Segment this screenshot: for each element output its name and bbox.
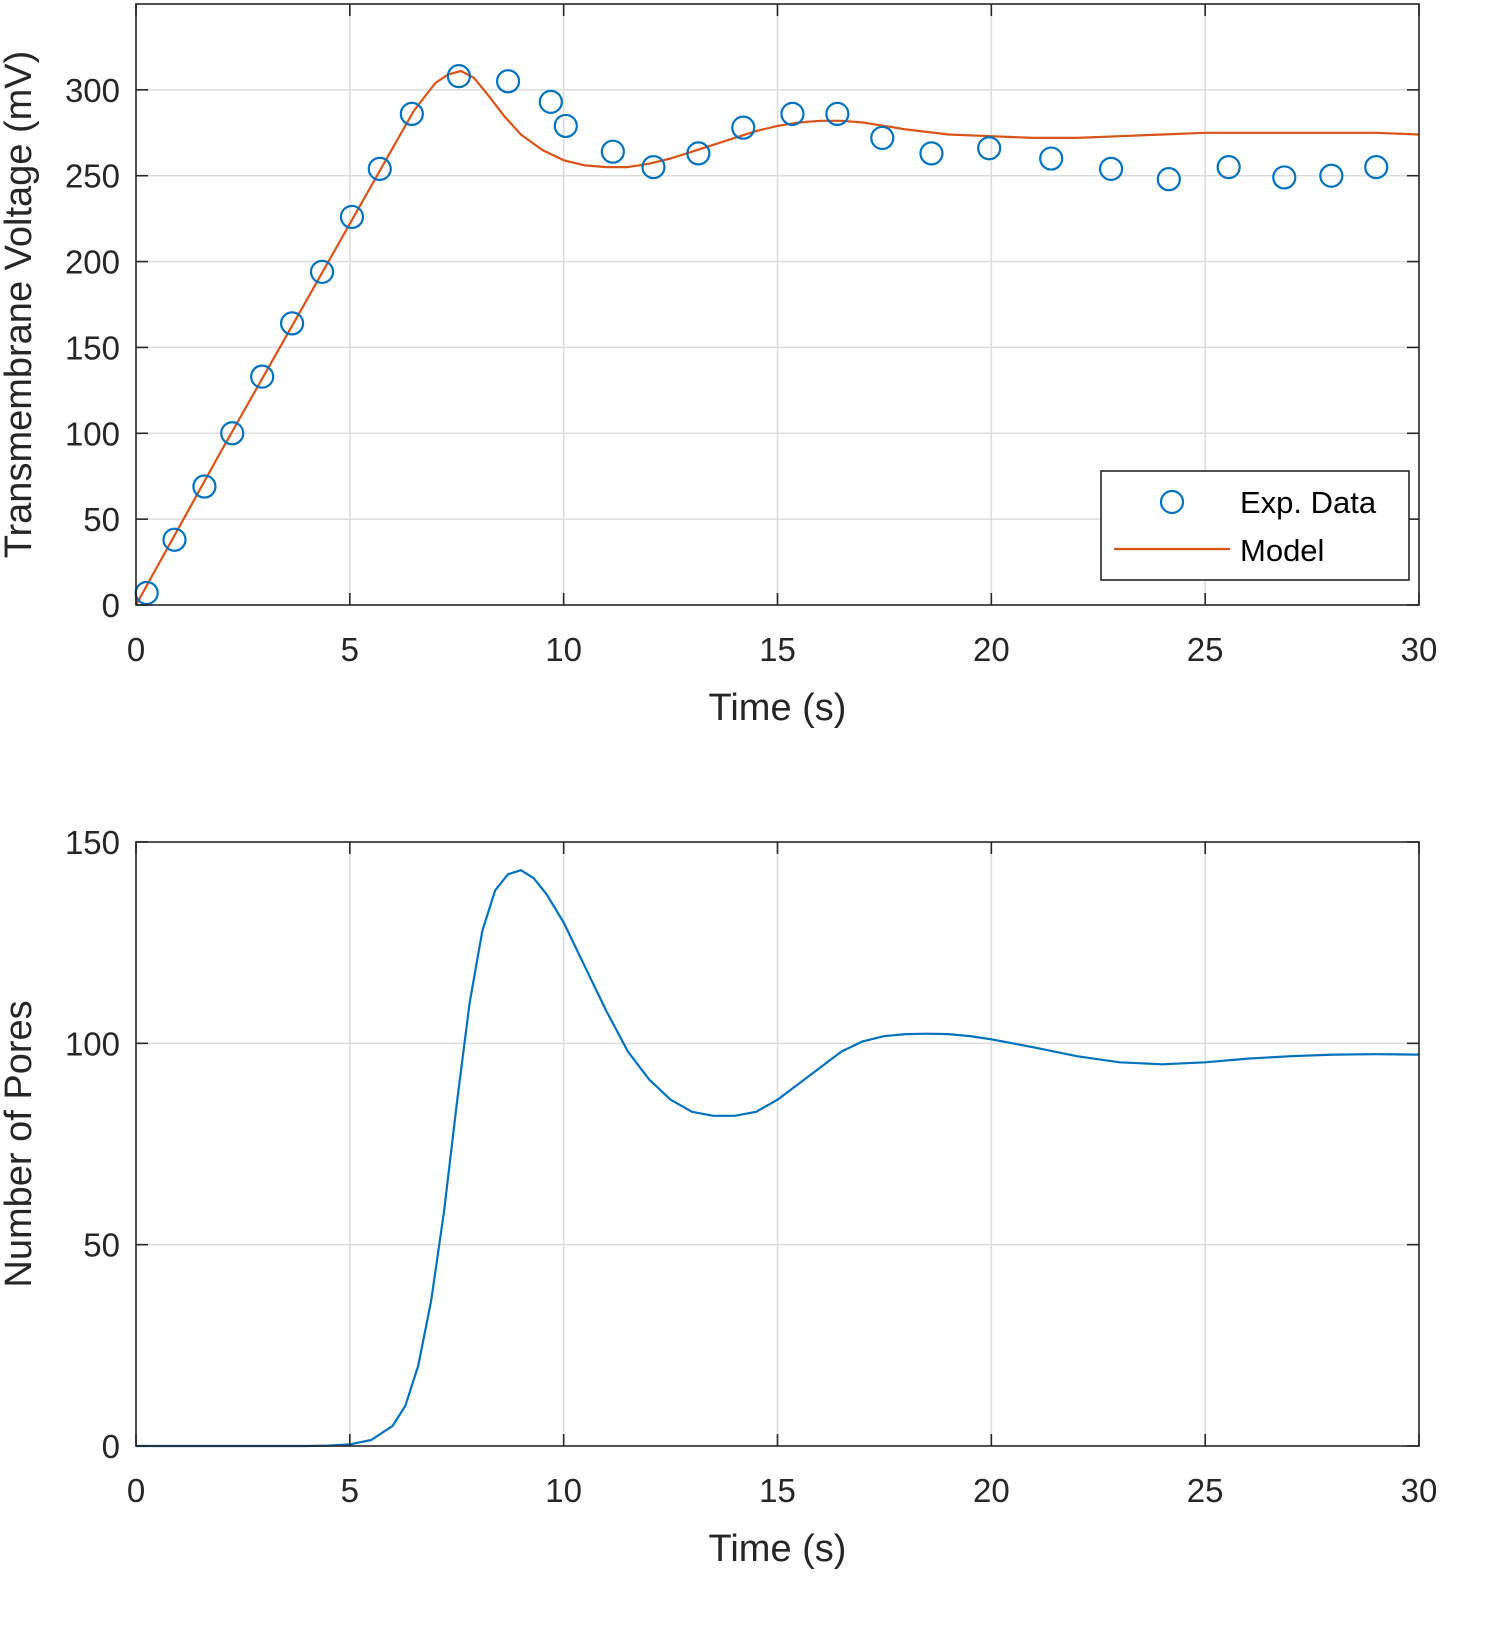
exp-data-point: [309, 259, 335, 284]
y-tick-label: 100: [65, 415, 120, 452]
exp-data-point: [919, 141, 944, 166]
legend-exp-data-marker: [1159, 489, 1185, 515]
exp-data-point: [1364, 155, 1389, 180]
y-tick-label: 50: [83, 1227, 120, 1264]
grid-lines: [136, 842, 1419, 1446]
x-tick-label: 20: [973, 1472, 1010, 1509]
exp-data-point: [825, 101, 850, 126]
exp-data-point: [367, 156, 392, 181]
x-tick-label: 30: [1401, 1472, 1438, 1509]
y-tick-label: 50: [83, 501, 120, 538]
exp-data-point: [1098, 156, 1124, 181]
legend: Exp. Data Model: [1100, 470, 1410, 581]
x-tick-label: 20: [973, 631, 1010, 668]
exp-data-point: [538, 89, 563, 114]
exp-data-point: [162, 527, 187, 552]
y-tick-label: 200: [65, 244, 120, 281]
exp-data-point: [641, 155, 666, 180]
x-tick-label: 25: [1187, 631, 1224, 668]
exp-data-point: [192, 474, 217, 499]
exp-data-point: [553, 113, 578, 139]
y-tick-label: 0: [102, 587, 120, 624]
voltage-chart: 0 5 10 15 20 25 30 0 50 100 150 200 250 300 Time (s)…: [0, 3, 1438, 729]
exp-data-point: [1319, 163, 1344, 188]
x-tick-label: 0: [127, 631, 145, 668]
pores-chart: 0 5 10 15 20 25 30 0 50 100 150 Time (s) Number o…: [0, 824, 1437, 1570]
exp-data-markers: [134, 64, 1389, 606]
y-tick-labels: 0 50 100 150 200 250 300: [65, 72, 120, 624]
y-axis-label: Transmembrane Voltage (mV): [0, 51, 40, 559]
exp-data-point: [780, 101, 805, 126]
y-tick-label: 150: [65, 329, 120, 366]
exp-data-point: [446, 64, 471, 89]
y-tick-labels: 0 50 100 150: [65, 824, 120, 1465]
x-tick-label: 30: [1401, 631, 1438, 668]
x-tick-labels: 0 5 10 15 20 25 30: [127, 631, 1438, 668]
exp-data-point: [1272, 165, 1297, 190]
legend-box: [1100, 470, 1410, 581]
model-line: [135, 69, 1420, 606]
exp-data-point: [731, 115, 756, 140]
x-tick-label: 15: [759, 1472, 796, 1509]
exp-data-point: [870, 125, 895, 151]
x-tick-label: 5: [341, 1472, 359, 1509]
x-axis-label: Time (s): [709, 1528, 847, 1570]
x-tick-label: 5: [341, 631, 359, 668]
x-axis-label: Time (s): [709, 687, 847, 729]
exp-data-point: [1039, 146, 1064, 171]
x-tick-label: 0: [127, 1472, 145, 1509]
pores-line: [136, 869, 1420, 1448]
exp-data-point: [686, 141, 711, 166]
axes-frame: [135, 841, 1420, 1447]
exp-data-point: [220, 421, 245, 446]
legend-model-label: Model: [1240, 533, 1324, 568]
x-tick-label: 25: [1187, 1472, 1224, 1509]
y-tick-label: 0: [102, 1428, 120, 1465]
exp-data-point: [250, 364, 275, 389]
y-axis-label: Number of Pores: [0, 1000, 40, 1287]
y-tick-label: 300: [65, 72, 120, 109]
exp-data-point: [977, 136, 1002, 161]
grid-lines: [136, 4, 1419, 605]
model-line-layer: [135, 69, 1420, 606]
pores-line-layer: [136, 869, 1420, 1448]
x-tick-label: 10: [545, 631, 582, 668]
exp-data-point: [600, 139, 625, 164]
y-tick-label: 250: [65, 158, 120, 195]
exp-data-point: [399, 101, 424, 126]
x-tick-labels: 0 5 10 15 20 25 30: [127, 1472, 1438, 1509]
y-tick-label: 100: [65, 1025, 120, 1062]
exp-data-point: [279, 311, 305, 336]
x-tick-label: 10: [545, 1472, 582, 1509]
exp-data-point: [1216, 155, 1241, 180]
x-tick-label: 15: [759, 631, 796, 668]
axes-frame: [135, 3, 1420, 606]
legend-exp-data-label: Exp. Data: [1240, 485, 1377, 520]
y-tick-label: 150: [65, 824, 120, 861]
exp-data-point: [1156, 167, 1181, 192]
exp-data-point: [495, 69, 521, 94]
exp-data-point: [339, 204, 365, 230]
